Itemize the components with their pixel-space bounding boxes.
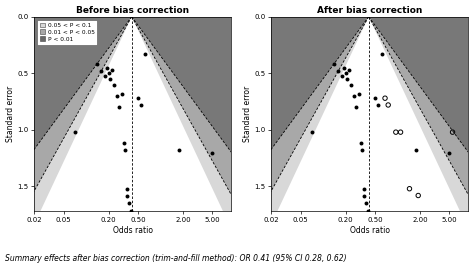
- Point: [71, 130, 78, 134]
- Point: [330, 62, 338, 66]
- Point: [413, 148, 420, 152]
- Point: [93, 62, 101, 66]
- Point: [105, 71, 112, 76]
- Point: [414, 194, 422, 198]
- Point: [106, 77, 114, 81]
- Point: [123, 187, 130, 191]
- Title: After bias correction: After bias correction: [317, 6, 422, 15]
- Point: [101, 73, 109, 78]
- Point: [374, 103, 382, 107]
- Point: [124, 194, 131, 198]
- Point: [121, 148, 128, 152]
- Legend: 0.05 < P < 0.1, 0.01 < P < 0.05, P < 0.01: 0.05 < P < 0.1, 0.01 < P < 0.05, P < 0.0…: [37, 20, 98, 45]
- Point: [384, 103, 392, 107]
- Point: [113, 94, 121, 98]
- X-axis label: Odds ratio: Odds ratio: [113, 226, 153, 235]
- Point: [363, 201, 370, 206]
- Point: [103, 65, 110, 70]
- Point: [308, 130, 315, 134]
- Point: [350, 94, 358, 98]
- Polygon shape: [277, 17, 460, 211]
- Point: [116, 105, 123, 109]
- Text: Summary effects after bias correction (trim-and-fill method): OR 0.41 (95% CI 0.: Summary effects after bias correction (t…: [5, 254, 346, 263]
- Point: [345, 68, 352, 72]
- Point: [378, 52, 386, 56]
- Polygon shape: [23, 17, 241, 211]
- Point: [347, 83, 355, 87]
- Point: [118, 92, 126, 96]
- Point: [134, 96, 142, 100]
- Point: [141, 52, 149, 56]
- Point: [357, 141, 365, 145]
- Point: [137, 103, 145, 107]
- Point: [209, 150, 216, 155]
- Point: [358, 148, 365, 152]
- Point: [343, 77, 351, 81]
- Point: [371, 96, 379, 100]
- Point: [338, 73, 346, 78]
- Point: [127, 209, 135, 214]
- Point: [340, 65, 347, 70]
- Point: [361, 194, 368, 198]
- Point: [110, 83, 118, 87]
- Point: [342, 71, 349, 76]
- Y-axis label: Standard error: Standard error: [243, 86, 252, 142]
- Point: [176, 148, 183, 152]
- Point: [364, 209, 372, 214]
- Point: [98, 69, 105, 73]
- Point: [392, 130, 400, 134]
- Polygon shape: [260, 17, 474, 211]
- Polygon shape: [249, 17, 474, 211]
- Polygon shape: [12, 17, 254, 211]
- Point: [108, 68, 115, 72]
- Point: [360, 187, 367, 191]
- Point: [397, 130, 404, 134]
- X-axis label: Odds ratio: Odds ratio: [350, 226, 390, 235]
- Point: [120, 141, 128, 145]
- Point: [406, 187, 413, 191]
- Point: [335, 69, 342, 73]
- Point: [446, 150, 453, 155]
- Point: [126, 201, 133, 206]
- Point: [449, 130, 456, 134]
- Y-axis label: Standard error: Standard error: [6, 86, 15, 142]
- Point: [353, 105, 360, 109]
- Point: [381, 96, 389, 100]
- Point: [355, 92, 363, 96]
- Title: Before bias correction: Before bias correction: [76, 6, 189, 15]
- Polygon shape: [40, 17, 223, 211]
